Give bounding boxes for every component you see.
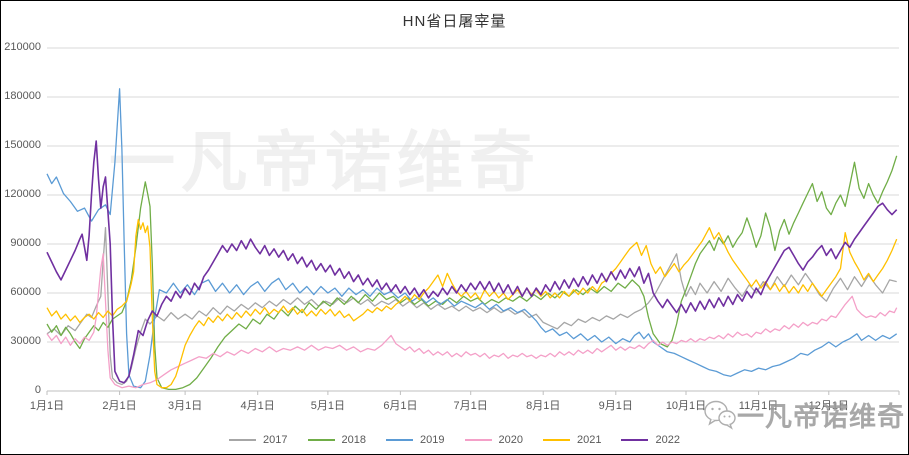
y-tick-label-0: 0 — [34, 384, 41, 396]
x-tick-label-8: 8月1日 — [526, 400, 561, 412]
legend-swatch-2022 — [621, 439, 649, 441]
legend-item-2021: 2021 — [542, 434, 601, 446]
series-line-2017 — [46, 227, 897, 386]
chart-title: HN省日屠宰量 — [402, 13, 507, 30]
y-tick-label-60000: 60000 — [10, 286, 41, 298]
legend-item-2018: 2018 — [307, 434, 366, 446]
chart-legend: 2017 2018 2019 2020 2021 2022 — [1, 434, 908, 446]
x-tick-label-6: 6月1日 — [383, 400, 418, 412]
x-tick-label-4: 4月1日 — [240, 400, 275, 412]
y-tick-label-120000: 120000 — [4, 188, 41, 200]
legend-swatch-2021 — [542, 439, 570, 441]
x-tick-label-5: 5月1日 — [310, 400, 345, 412]
legend-item-2017: 2017 — [229, 434, 288, 446]
series-line-2020 — [46, 253, 898, 389]
corner-watermark-text: 一凡帝诺维奇 — [737, 402, 905, 432]
legend-item-2022: 2022 — [621, 434, 680, 446]
legend-swatch-2017 — [229, 439, 257, 441]
series-line-2019 — [46, 88, 898, 389]
legend-item-2020: 2020 — [464, 434, 523, 446]
legend-swatch-2020 — [464, 439, 492, 441]
y-tick-label-30000: 30000 — [10, 335, 41, 347]
y-tick-label-90000: 90000 — [10, 237, 41, 249]
x-tick-label-11: 11月1日 — [738, 400, 779, 412]
legend-item-2019: 2019 — [386, 434, 445, 446]
series-line-2022 — [46, 140, 898, 384]
series-line-2018 — [46, 155, 898, 391]
y-tick-label-210000: 210000 — [4, 41, 41, 53]
legend-swatch-2018 — [307, 439, 335, 441]
y-tick-label-150000: 150000 — [4, 139, 41, 151]
series-line-2021 — [46, 218, 898, 389]
x-tick-label-9: 9月1日 — [598, 400, 633, 412]
x-tick-label-12: 12月1日 — [808, 400, 849, 412]
center-watermark-text: 一凡帝诺维奇 — [109, 125, 541, 199]
x-tick-label-7: 7月1日 — [453, 400, 488, 412]
legend-swatch-2019 — [386, 439, 414, 441]
x-tick-label-10: 10月1日 — [665, 400, 707, 412]
x-tick-label-1: 1月1日 — [29, 400, 65, 412]
wechat-logo-icon — [703, 399, 737, 431]
x-tick-label-2: 2月1日 — [102, 400, 137, 412]
x-tick-label-3: 3月1日 — [167, 400, 203, 412]
y-tick-label-180000: 180000 — [4, 90, 41, 102]
corner-watermark: 一凡帝诺维奇 — [703, 395, 905, 434]
